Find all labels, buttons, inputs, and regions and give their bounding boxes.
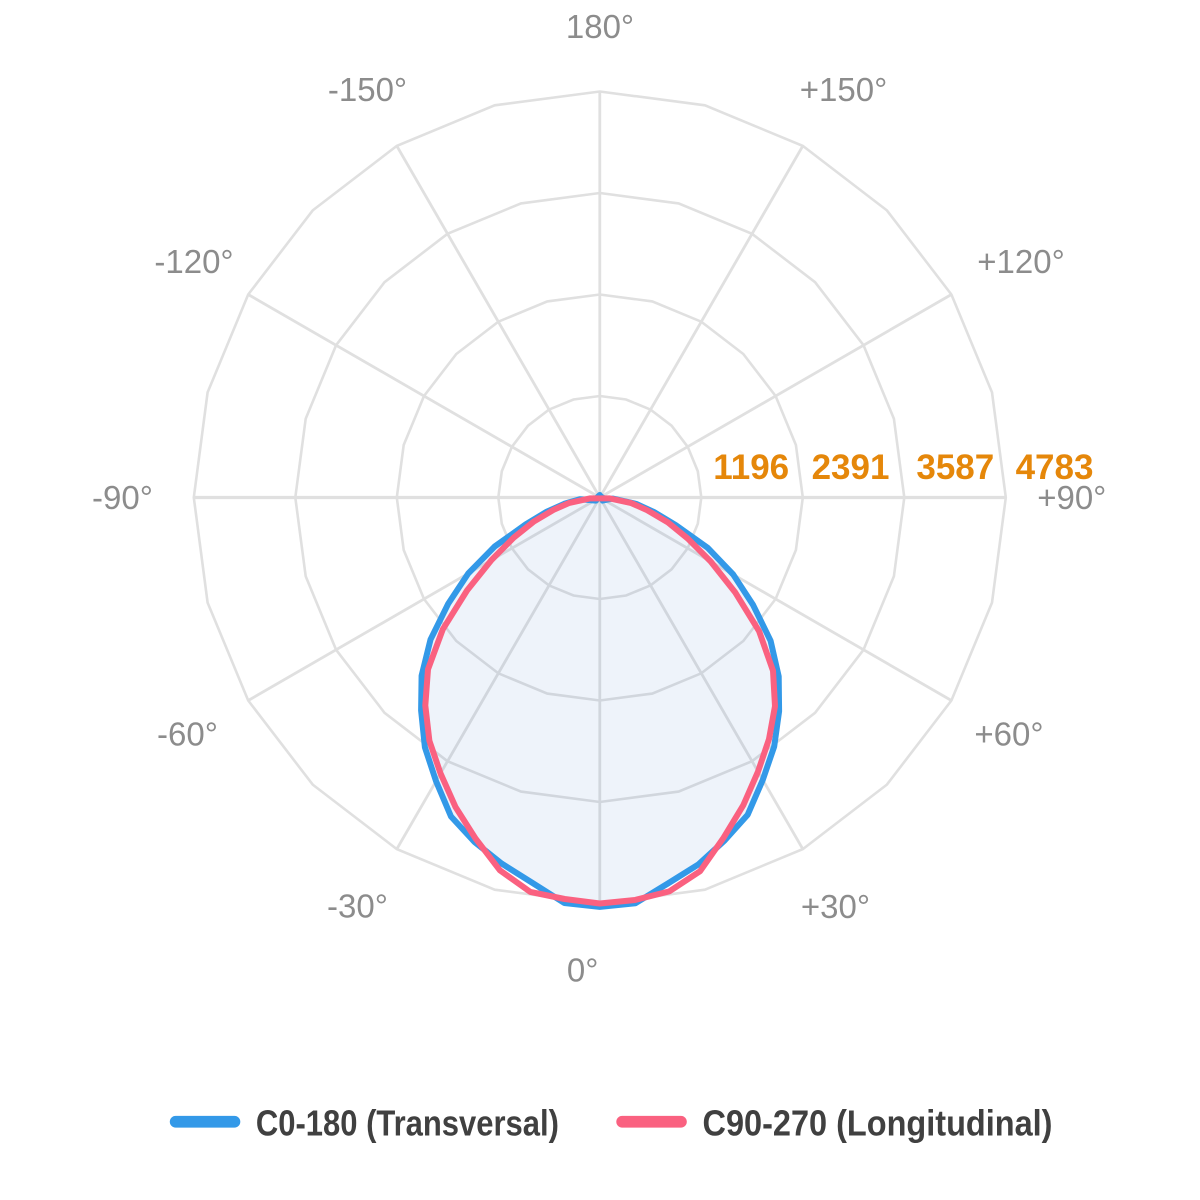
svg-text:+90°: +90° (1037, 479, 1106, 516)
svg-text:+60°: +60° (974, 716, 1043, 753)
svg-text:1196: 1196 (713, 448, 789, 487)
svg-text:180°: 180° (566, 8, 634, 45)
svg-text:C90-270 (Longitudinal): C90-270 (Longitudinal) (703, 1102, 1053, 1143)
svg-text:+150°: +150° (800, 71, 888, 108)
svg-text:4783: 4783 (1016, 448, 1094, 487)
svg-text:+120°: +120° (977, 243, 1065, 280)
svg-text:3587: 3587 (916, 448, 994, 487)
svg-text:2391: 2391 (812, 448, 890, 487)
svg-text:+30°: +30° (801, 888, 870, 925)
svg-text:-120°: -120° (154, 243, 233, 280)
svg-text:0°: 0° (567, 952, 599, 989)
svg-text:-90°: -90° (92, 479, 153, 516)
svg-text:-150°: -150° (328, 71, 407, 108)
svg-text:-60°: -60° (157, 716, 218, 753)
svg-text:-30°: -30° (327, 888, 388, 925)
svg-text:C0-180 (Transversal): C0-180 (Transversal) (256, 1102, 559, 1143)
